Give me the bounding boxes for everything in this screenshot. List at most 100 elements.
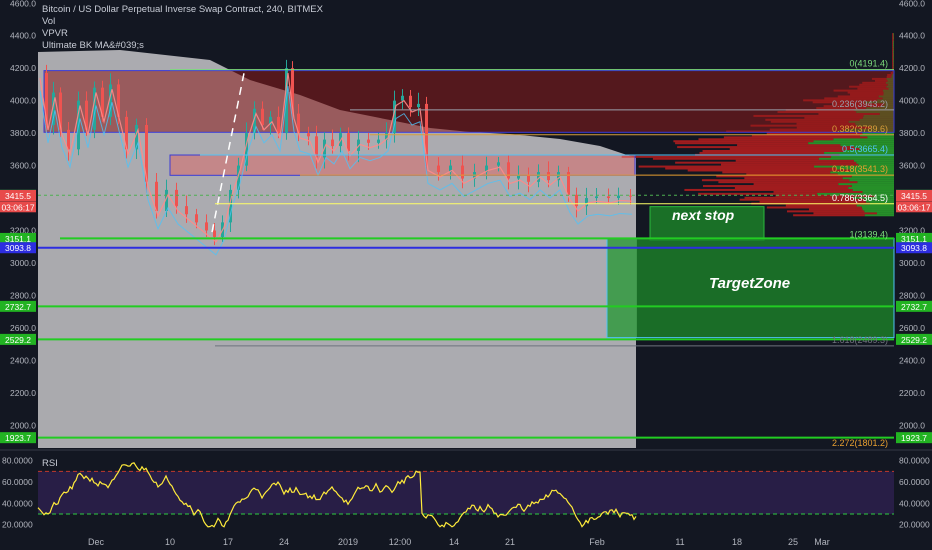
price-tick-left: 2600.0	[10, 323, 36, 333]
vpvr-bar-buy	[864, 210, 894, 213]
vpvr-bar-sell	[746, 173, 838, 176]
vpvr-bar-sell	[687, 169, 851, 172]
vpvr-bar-buy	[893, 52, 894, 55]
vpvr-bar-buy	[893, 44, 894, 47]
candle-body	[195, 214, 198, 223]
vpvr-bar-buy	[859, 148, 894, 151]
vpvr-bar-buy	[849, 179, 894, 182]
indicator-vpvr[interactable]: VPVR	[42, 28, 68, 39]
vpvr-bar-buy	[856, 204, 894, 207]
price-tag-left	[0, 300, 36, 312]
candle-body	[437, 165, 440, 173]
price-tag-text-right: 3093.8	[901, 243, 927, 253]
vpvr-bar-buy	[833, 138, 894, 141]
candle-body	[205, 222, 208, 231]
time-tick: 10	[165, 537, 175, 547]
time-tick: Mar	[814, 537, 830, 547]
price-tick-right: 3600.0	[899, 161, 925, 171]
candle-body	[537, 172, 540, 182]
candle-body	[507, 162, 510, 179]
vpvr-bar-sell	[892, 48, 894, 51]
rsi-band	[38, 471, 894, 514]
candle-body	[461, 165, 464, 179]
candle-body	[85, 100, 88, 130]
candle-body	[229, 189, 232, 223]
vpvr-bar-buy	[893, 33, 894, 36]
vpvr-bar-buy	[808, 142, 894, 145]
vpvr-bar-buy	[837, 173, 894, 176]
candle-body	[585, 198, 588, 207]
vpvr-bar-sell	[699, 151, 825, 154]
candle-body	[165, 189, 168, 212]
candle-body	[52, 92, 55, 125]
candle-body	[45, 73, 48, 125]
price-tick-right: 2400.0	[899, 355, 925, 365]
price-tag-left	[0, 232, 36, 244]
vpvr-bar-sell	[677, 146, 855, 149]
next-stop-box	[649, 206, 765, 241]
vpvr-bar-buy	[824, 151, 894, 154]
price-tag-left	[0, 201, 36, 213]
price-tick-left: 3000.0	[10, 258, 36, 268]
indicator-ma[interactable]: Ultimate BK MA&#039;s	[42, 40, 144, 51]
rsi-tick-right: 40.0000	[899, 498, 930, 508]
vpvr-bar-sell	[753, 183, 839, 186]
price-tick-left: 4600.0	[10, 0, 36, 8]
price-tag-left	[0, 190, 36, 202]
vpvr-bar-sell	[716, 175, 852, 178]
price-tick-right: 4400.0	[899, 31, 925, 41]
rsi-tick-right: 20.0000	[899, 520, 930, 530]
time-tick: 25	[788, 537, 798, 547]
vpvr-bar-sell	[652, 157, 819, 160]
vpvr-bar-buy	[893, 60, 894, 63]
vpvr-bar-buy	[850, 169, 894, 172]
price-tag-right	[896, 190, 932, 202]
indicator-vol[interactable]: Vol	[42, 16, 56, 27]
price-axis[interactable]: 4600.0 4600.0 4400.0 4400.0 4200.0 4200.0 4000…	[0, 0, 932, 444]
price-tag-text-right: 3151.1	[901, 234, 927, 244]
rsi-tick-left: 80.0000	[2, 456, 33, 466]
rsi-tick-left: 40.0000	[2, 498, 33, 508]
candle-body	[517, 175, 520, 179]
candle-body	[417, 103, 420, 108]
vpvr-bar-buy	[862, 190, 894, 193]
vpvr-bar-sell	[892, 52, 894, 55]
vpvr-bar-buy	[848, 186, 894, 189]
candle-body	[261, 108, 264, 125]
time-tick: Feb	[589, 537, 605, 547]
vpvr-bar-buy	[893, 46, 894, 49]
symbol-title[interactable]: Bitcoin / US Dollar Perpetual Inverse Sw…	[42, 4, 323, 15]
vpvr-bar-sell	[698, 192, 818, 195]
vpvr-bar-sell	[744, 196, 854, 199]
vpvr-bar-sell	[735, 159, 854, 162]
vpvr-bar-sell	[892, 42, 894, 45]
price-tag-text-left: 3415.5	[5, 191, 31, 201]
next-stop-label: next stop	[672, 207, 735, 223]
vpvr-bar-buy	[857, 181, 894, 184]
candle-body	[117, 84, 120, 117]
price-line	[39, 72, 633, 243]
vpvr-bar-sell	[808, 208, 863, 211]
price-tag-text-right: 1923.7	[901, 433, 927, 443]
vpvr-bar-sell	[892, 66, 894, 69]
vpvr-bar-sell	[892, 58, 894, 61]
time-axis[interactable]: Dec 10 17 24 2019 12:00 14 21 Feb 11 18 25 Mar	[88, 537, 830, 547]
candle-body	[155, 181, 158, 212]
vpvr-bar-buy	[814, 165, 894, 168]
price-tag-text-right: 2529.2	[901, 335, 927, 345]
vpvr-bar-buy	[893, 50, 894, 53]
candle-body	[393, 100, 396, 134]
vpvr-bar-sell	[892, 37, 894, 40]
vpvr-bar-buy	[852, 188, 894, 191]
vpvr-bar-buy	[842, 177, 894, 180]
vpvr-bar-buy	[851, 185, 894, 188]
price-tick-left: 3600.0	[10, 161, 36, 171]
fib-label: 0.786(3364.5)	[832, 193, 888, 203]
candle-body	[67, 129, 70, 150]
price-tag-left	[0, 242, 36, 254]
vpvr-bar-buy	[861, 206, 894, 209]
vpvr-bar-buy	[859, 134, 894, 137]
rsi-label[interactable]: RSI	[42, 458, 58, 469]
chart-legend[interactable]: Bitcoin / US Dollar Perpetual Inverse Sw…	[42, 4, 323, 52]
